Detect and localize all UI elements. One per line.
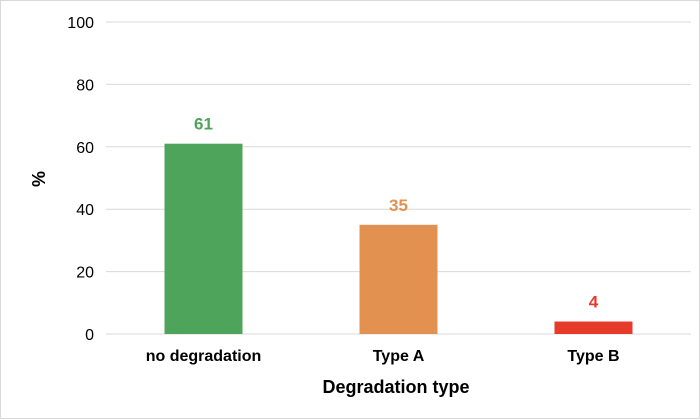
x-axis-ticks: no degradation Type A Type B	[146, 348, 620, 365]
data-label: 61	[194, 115, 213, 134]
y-tick-label: 20	[76, 265, 94, 282]
bars	[164, 143, 633, 334]
x-tick-label: no degradation	[146, 348, 262, 365]
data-label: 35	[389, 196, 408, 215]
bar	[359, 224, 438, 334]
bar	[164, 143, 243, 334]
y-axis-ticks: 0 20 40 60 80 100	[67, 15, 94, 344]
y-tick-label: 60	[76, 140, 94, 157]
y-axis-title: %	[29, 171, 49, 187]
data-labels: 61 35 4	[194, 115, 599, 312]
y-tick-label: 100	[67, 15, 94, 32]
x-axis-title: Degradation type	[322, 377, 469, 397]
data-label: 4	[589, 293, 599, 312]
x-tick-label: Type B	[567, 348, 619, 365]
bar	[554, 321, 633, 334]
x-tick-label: Type A	[373, 348, 425, 365]
y-tick-label: 40	[76, 202, 94, 219]
y-tick-label: 80	[76, 77, 94, 94]
y-tick-label: 0	[85, 327, 94, 344]
